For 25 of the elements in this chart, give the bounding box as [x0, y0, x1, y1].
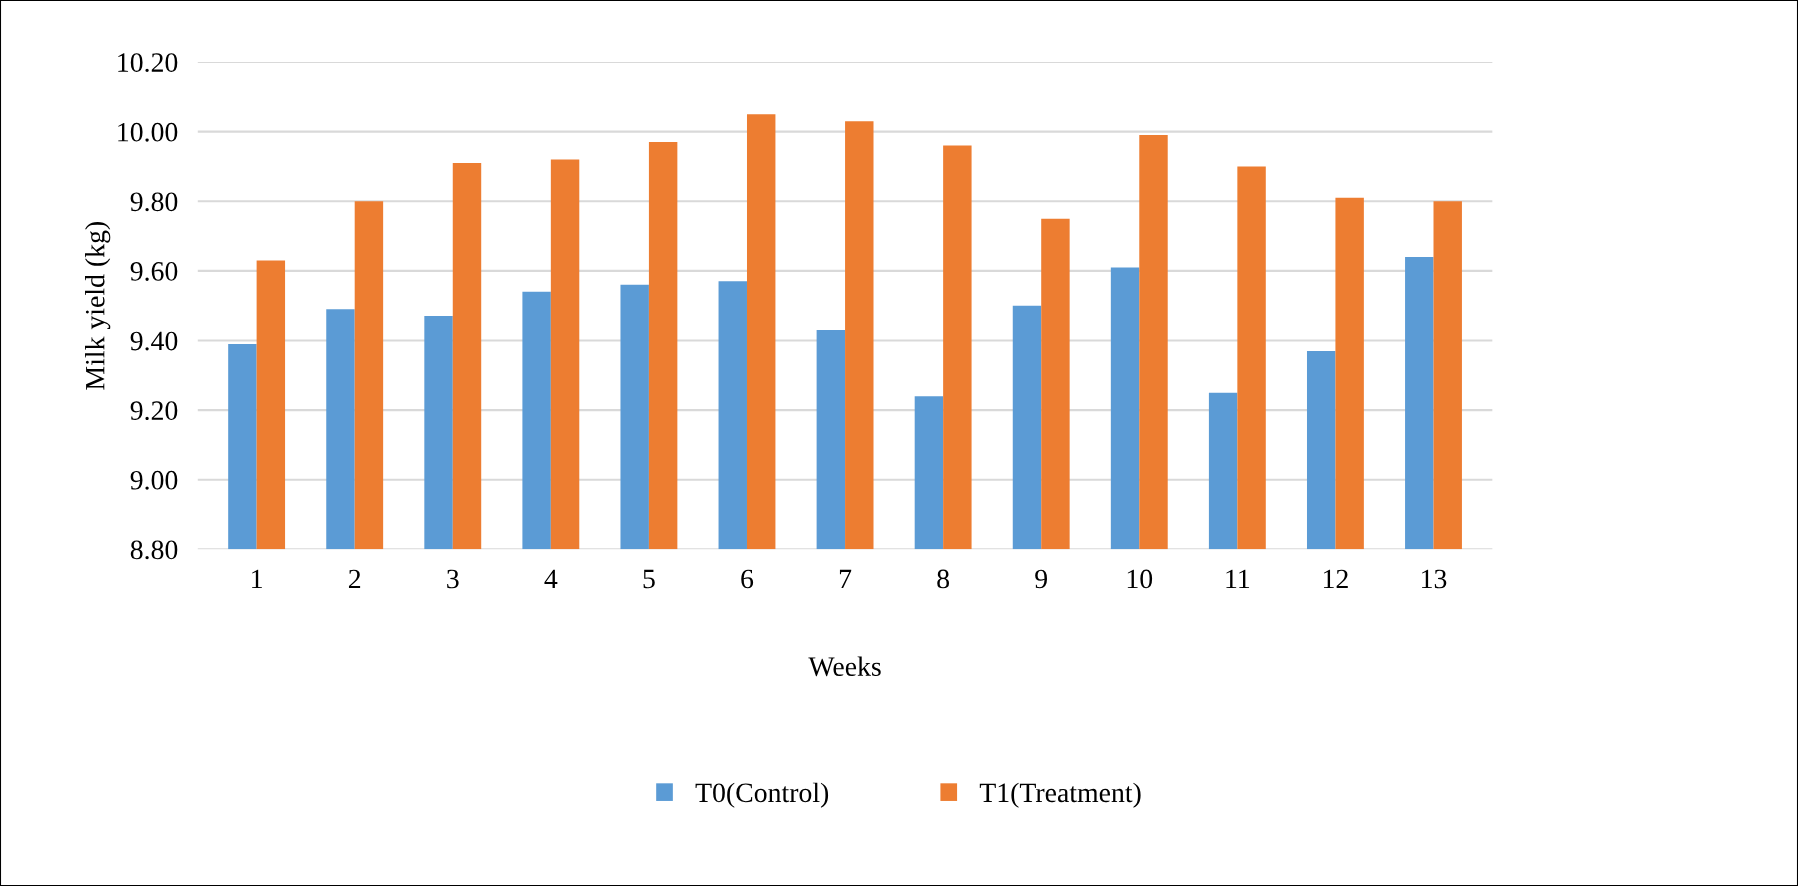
x-tick-label: 1	[252, 569, 262, 589]
y-tick-label: 9.80	[130, 192, 178, 212]
x-tick-label: 9	[1035, 569, 1048, 589]
y-tick-label: 10.00	[118, 122, 178, 142]
x-tick-label: 12	[1323, 569, 1348, 589]
y-tick-label: 9.00	[130, 470, 178, 490]
x-tick-label: 10	[1127, 569, 1153, 589]
legend-label: T1(Treatment)	[979, 782, 1141, 808]
y-tick-label: 9.40	[130, 331, 178, 351]
x-axis-title: Weeks	[808, 656, 881, 677]
x-tick-label: 6	[741, 569, 754, 589]
x-tick-label: 7	[839, 569, 852, 589]
y-tick-label: 8.80	[130, 540, 178, 560]
y-tick-label: 10.20	[118, 53, 178, 73]
x-tick-label: 8	[937, 569, 950, 589]
y-axis-title: Milk yield (kg)	[85, 222, 111, 390]
x-tick-label: 3	[447, 569, 459, 589]
x-tick-label: 2	[348, 569, 361, 589]
x-tick-label: 13	[1422, 569, 1447, 589]
y-tick-label: 9.20	[130, 401, 178, 421]
x-tick-label: 5	[643, 569, 655, 589]
x-tick-label: 4	[544, 569, 558, 589]
legend-label: T0(Control)	[695, 782, 829, 808]
y-tick-label: 9.60	[130, 262, 178, 281]
x-tick-label: 11	[1226, 569, 1250, 589]
